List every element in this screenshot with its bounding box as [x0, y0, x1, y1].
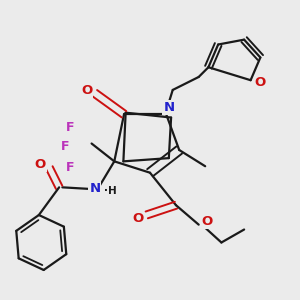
- Text: ·H: ·H: [104, 186, 117, 196]
- Text: O: O: [35, 158, 46, 171]
- Text: O: O: [255, 76, 266, 89]
- Text: F: F: [66, 121, 75, 134]
- Text: O: O: [81, 84, 92, 97]
- Text: F: F: [66, 161, 75, 174]
- Text: O: O: [201, 215, 212, 228]
- Text: N: N: [89, 182, 100, 195]
- Text: N: N: [163, 101, 174, 114]
- Text: F: F: [61, 140, 70, 153]
- Text: O: O: [132, 212, 143, 225]
